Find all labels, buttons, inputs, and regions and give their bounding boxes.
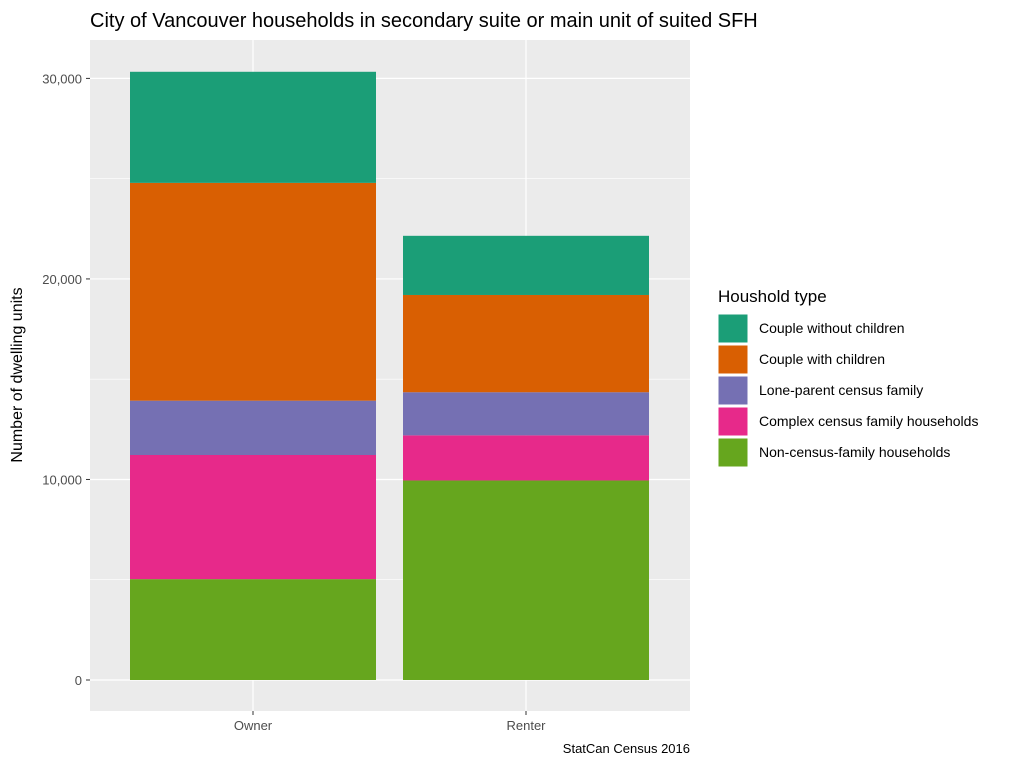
legend-swatch [717, 375, 749, 406]
chart-title: City of Vancouver households in secondar… [90, 10, 758, 32]
x-tick-label: Owner [234, 718, 273, 733]
bar-segment-renter-complex-census-family-households [403, 435, 649, 481]
x-tick-label: Renter [506, 718, 546, 733]
legend-swatch [717, 437, 749, 468]
legend-label: Couple with children [759, 351, 885, 367]
bar-segment-renter-couple-without-children [403, 235, 649, 295]
y-axis-label: Number of dwelling units [9, 287, 26, 462]
legend-swatch [717, 406, 749, 437]
bar-segment-owner-non-census-family-households [130, 579, 376, 680]
y-tick-label: 0 [75, 673, 82, 688]
caption: StatCan Census 2016 [563, 741, 690, 756]
legend-title: Houshold type [718, 287, 827, 306]
legend-label: Couple without children [759, 320, 905, 336]
bar-segment-owner-couple-without-children [130, 71, 376, 183]
bar-segment-renter-non-census-family-households [403, 480, 649, 680]
bar-segment-owner-couple-with-children [130, 182, 376, 401]
y-tick-label: 10,000 [42, 472, 82, 487]
legend-label: Lone-parent census family [759, 382, 923, 398]
legend-swatch [717, 313, 749, 344]
y-tick-label: 20,000 [42, 272, 82, 287]
bar-segment-renter-lone-parent-census-family [403, 392, 649, 436]
bar-segment-owner-lone-parent-census-family [130, 400, 376, 456]
legend-label: Complex census family households [759, 413, 978, 429]
y-tick-label: 30,000 [42, 71, 82, 86]
bar-segment-owner-complex-census-family-households [130, 455, 376, 580]
legend-swatch [717, 344, 749, 375]
bar-segment-renter-couple-with-children [403, 294, 649, 393]
legend-label: Non-census-family households [759, 444, 950, 460]
